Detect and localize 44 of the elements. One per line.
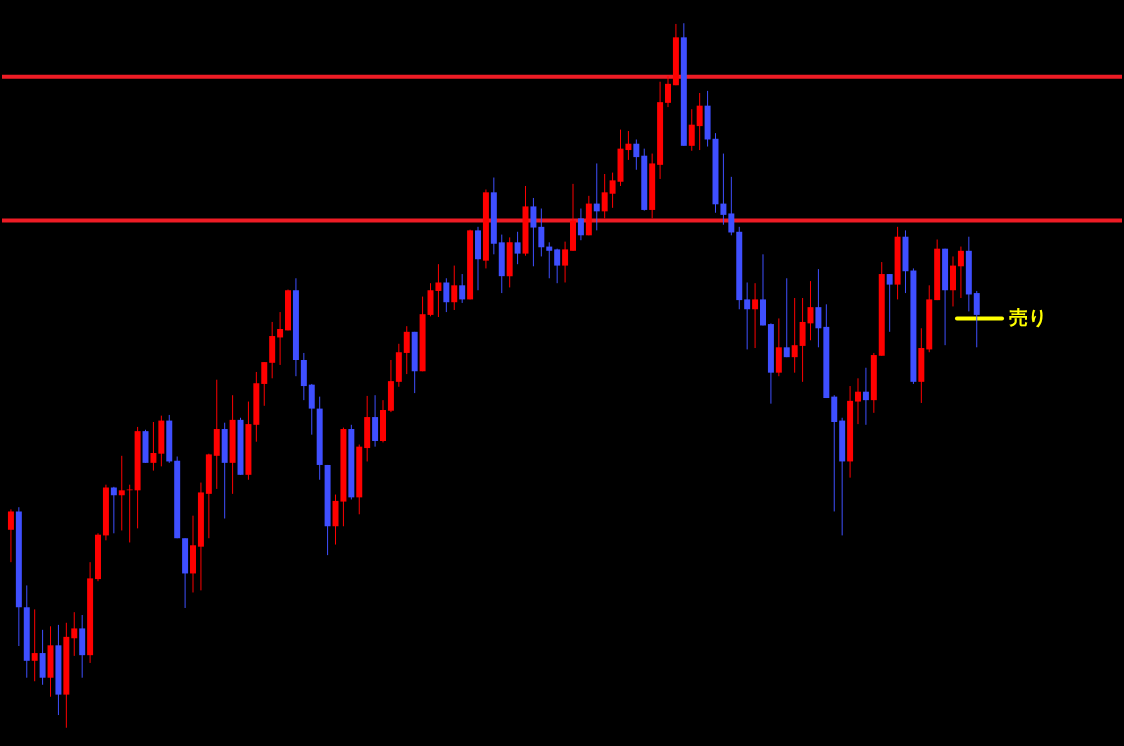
candlestick	[728, 176, 735, 236]
candlestick	[443, 277, 450, 313]
candlestick	[625, 130, 632, 161]
candlestick	[957, 246, 964, 299]
candlestick	[601, 173, 608, 219]
candlestick	[562, 241, 569, 283]
candlestick	[308, 383, 315, 436]
candlestick	[855, 377, 861, 425]
candlestick	[150, 421, 157, 472]
candlestick	[665, 75, 671, 108]
candlestick	[110, 486, 117, 534]
candlestick	[886, 273, 893, 333]
candlestick	[546, 241, 553, 279]
candlestick	[973, 290, 980, 348]
candlestick	[577, 208, 584, 241]
candlestick	[459, 273, 466, 304]
candlestick	[372, 394, 379, 448]
candlestick	[403, 325, 410, 375]
candlestick	[720, 153, 727, 226]
candlestick	[609, 172, 616, 209]
ref-line-label: 売り	[1009, 306, 1048, 329]
candlestick	[593, 162, 600, 231]
candlestick	[31, 608, 38, 682]
candlestick	[688, 108, 695, 152]
candlestick	[783, 277, 790, 358]
candlestick	[815, 268, 822, 348]
candlestick	[538, 208, 545, 257]
candlestick	[752, 282, 759, 349]
candlestick	[514, 231, 521, 265]
candlestick	[7, 508, 14, 563]
candlestick	[633, 138, 640, 171]
candlestick	[744, 282, 751, 350]
candlestick	[791, 297, 798, 374]
candlestick	[696, 92, 703, 151]
candlestick	[530, 197, 537, 267]
candlestick	[435, 263, 442, 318]
candlestick	[277, 311, 284, 366]
candlestick	[118, 455, 125, 531]
candlestick	[71, 611, 78, 657]
candlestick	[451, 265, 458, 311]
candlestick	[862, 367, 869, 426]
candlestick	[799, 297, 806, 383]
candlestick	[554, 248, 561, 284]
candlestick	[261, 361, 268, 407]
